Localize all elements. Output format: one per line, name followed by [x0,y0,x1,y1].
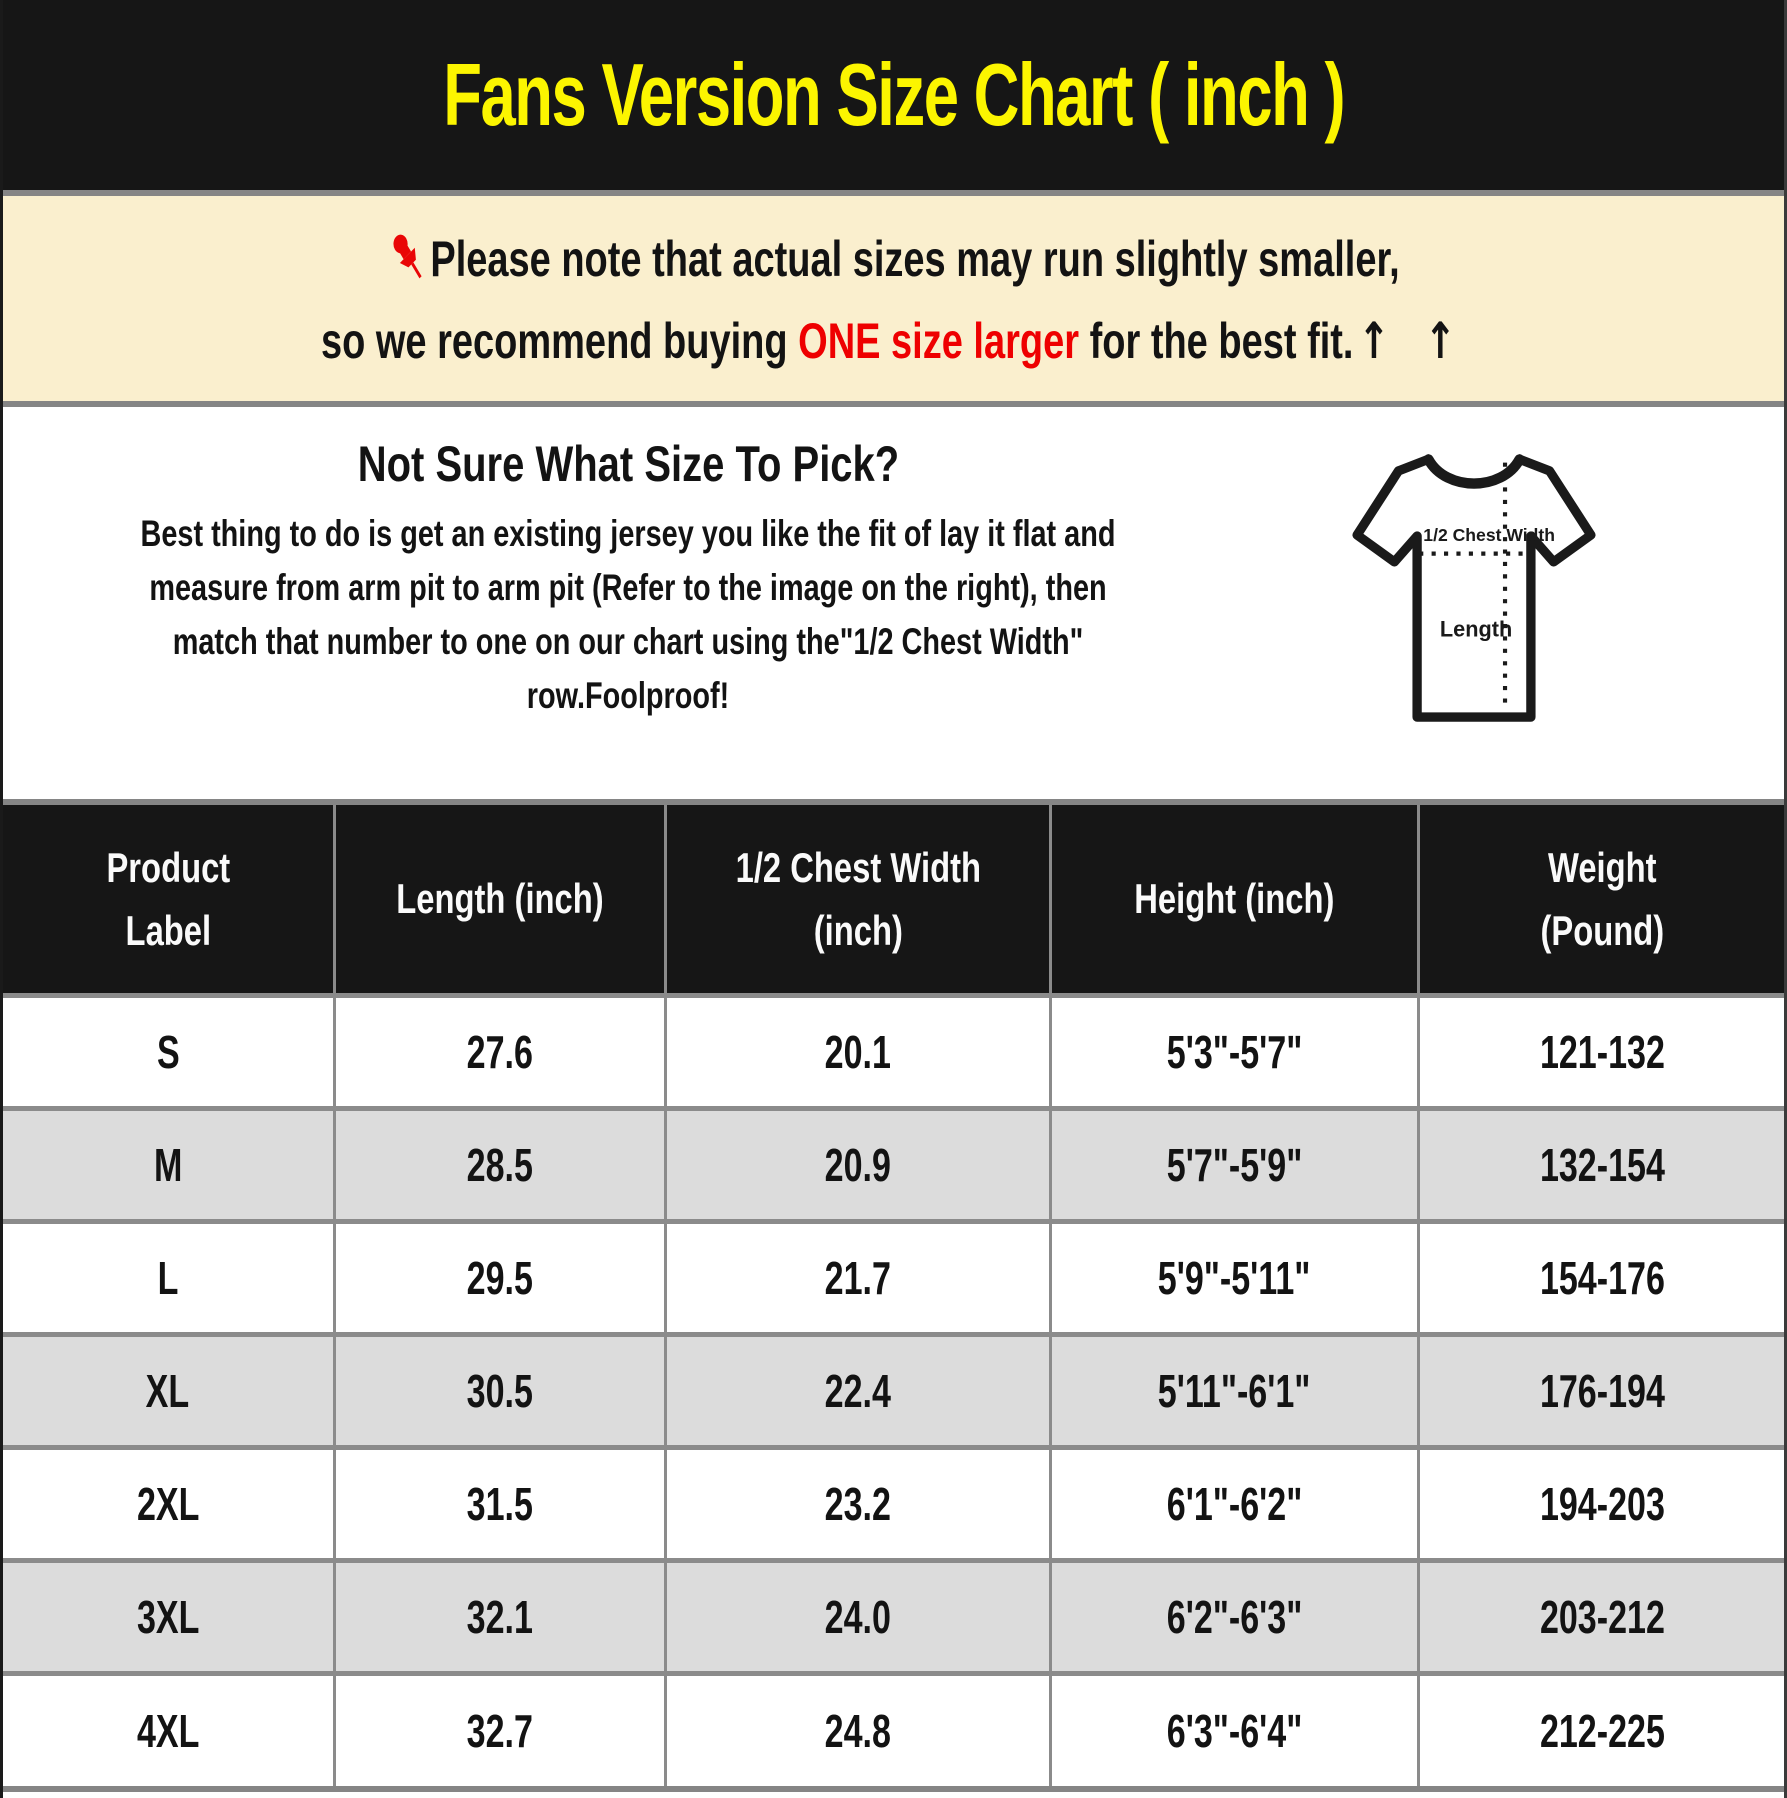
table-row-2xl: 2XL 31.5 23.2 6'1"-6'2" 194-203 [3,1447,1784,1560]
table-cell: 6'2"-6'3" [1048,1560,1419,1673]
table-cell: 23.2 [664,1447,1051,1560]
table-cell: 6'1"-6'2" [1048,1447,1419,1560]
table-cell: 5'3"-5'7" [1048,995,1419,1108]
help-body-line: measure from arm pit to arm pit (Refer t… [149,567,1107,608]
notice-line-2: so we recommend buying ONE size larger f… [321,312,1467,370]
table-cell: 132-154 [1417,1108,1784,1221]
table-cell: 203-212 [1417,1560,1784,1673]
table-cell: 6'3"-6'4" [1048,1673,1419,1786]
table-cell: L [157,1251,179,1304]
table-cell: 20.9 [664,1108,1051,1221]
table-cell: 154-176 [1417,1221,1784,1334]
table-cell: 176-194 [1417,1334,1784,1447]
notice-banner: Please note that actual sizes may run sl… [3,196,1784,401]
size-help-text: Not Sure What Size To Pick? Best thing t… [3,407,1253,799]
table-row-s: S 27.6 20.1 5'3"-5'7" 121-132 [3,995,1784,1108]
notice-text-2a: so we recommend buying [320,312,798,369]
table-cell: 194-203 [1417,1447,1784,1560]
table-cell: 5'9"-5'11" [1048,1221,1419,1334]
table-cell: 24.8 [664,1673,1051,1786]
table-cell: 31.5 [332,1447,666,1560]
table-cell: 28.5 [332,1108,666,1221]
table-cell: 212-225 [1417,1673,1784,1786]
page-title: Fans Version Size Chart ( inch ) [442,45,1345,144]
help-body-line: row.Foolproof! [526,675,730,716]
table-row-l: L 29.5 21.7 5'9"-5'11" 154-176 [3,1221,1784,1334]
table-cell: M [153,1138,183,1191]
section-divider [3,190,1784,196]
section-divider [3,401,1784,407]
table-cell: 5'11"-6'1" [1048,1334,1419,1447]
help-body-line: Best thing to do is get an existing jers… [140,513,1116,554]
table-cell: S [156,1025,180,1078]
table-cell: 4XL [136,1704,200,1757]
bottom-border [3,1786,1784,1792]
table-cell: 22.4 [664,1334,1051,1447]
size-help-section: Not Sure What Size To Pick? Best thing t… [3,407,1784,799]
table-cell: 24.0 [664,1560,1051,1673]
notice-text-2b: for the best fit. [1078,312,1354,369]
column-header: Weight (Pound) [1417,805,1784,995]
table-cell: 21.7 [664,1221,1051,1334]
tshirt-outline [1352,454,1596,722]
length-label: Length [1440,616,1512,641]
table-row-3xl: 3XL 32.1 24.0 6'2"-6'3" 203-212 [3,1560,1784,1673]
table-cell: XL [146,1364,190,1417]
tshirt-measurement-diagram: 1/2 Chest Width Length [1324,425,1624,799]
help-body-line: match that number to one on our chart us… [172,621,1084,662]
size-table: Product Label Length (inch) 1/2 Chest Wi… [3,805,1784,1786]
notice-text-1: Please note that actual sizes may run sl… [430,230,1400,287]
notice-line-1: Please note that actual sizes may run sl… [388,228,1400,298]
column-header: 1/2 Chest Width (inch) [664,805,1051,995]
table-header-row: Product Label Length (inch) 1/2 Chest Wi… [3,805,1784,995]
section-divider [3,799,1784,805]
notice-highlight: ONE size larger [797,312,1079,369]
table-cell: 121-132 [1417,995,1784,1108]
table-row-xl: XL 30.5 22.4 5'11"-6'1" 176-194 [3,1334,1784,1447]
table-cell: 2XL [136,1477,200,1530]
up-arrows-icon: ↑ ↑ [1357,311,1467,370]
table-cell: 3XL [136,1590,200,1643]
table-cell: 30.5 [332,1334,666,1447]
table-cell: 32.7 [332,1673,666,1786]
table-cell: 29.5 [332,1221,666,1334]
pushpin-icon [388,228,429,298]
table-cell: 32.1 [332,1560,666,1673]
chest-width-label: 1/2 Chest Width [1423,525,1555,545]
table-row-4xl: 4XL 32.7 24.8 6'3"-6'4" 212-225 [3,1673,1784,1786]
table-row-m: M 28.5 20.9 5'7"-5'9" 132-154 [3,1108,1784,1221]
help-heading: Not Sure What Size To Pick? [357,436,899,492]
column-header: Product Label [106,843,230,954]
table-cell: 5'7"-5'9" [1048,1108,1419,1221]
column-header: Height (inch) [1048,805,1419,995]
column-header: Length (inch) [332,805,666,995]
title-bar: Fans Version Size Chart ( inch ) [3,0,1784,190]
table-cell: 27.6 [332,995,666,1108]
tshirt-collar [1423,454,1525,489]
table-cell: 20.1 [664,995,1051,1108]
